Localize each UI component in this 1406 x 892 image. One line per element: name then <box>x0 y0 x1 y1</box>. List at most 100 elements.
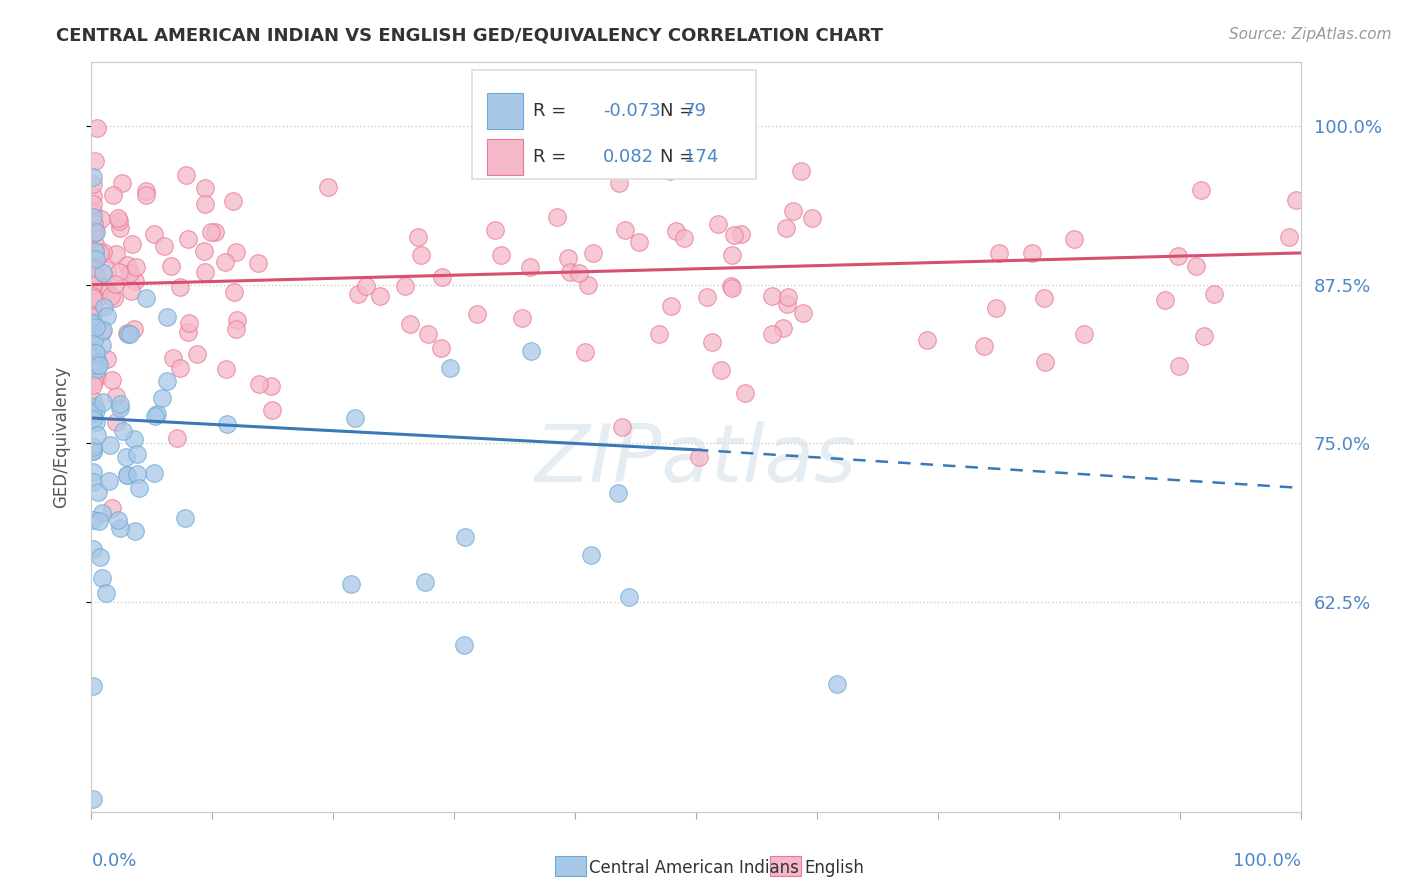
Point <box>225 244 247 259</box>
Text: 0.082: 0.082 <box>603 148 654 166</box>
Point <box>121 236 143 251</box>
Point <box>200 225 222 239</box>
Point <box>84 403 107 417</box>
Point <box>82 252 104 267</box>
Point <box>730 227 752 241</box>
Point <box>115 468 138 483</box>
Point <box>122 321 145 335</box>
Point <box>82 513 104 527</box>
Point <box>83 225 105 239</box>
Point <box>707 217 730 231</box>
Point <box>825 677 848 691</box>
Point <box>648 326 671 341</box>
Point <box>82 406 104 420</box>
Point <box>124 524 146 538</box>
Point <box>1189 183 1212 197</box>
Point <box>104 277 127 291</box>
Text: ZIPatlas: ZIPatlas <box>534 420 858 499</box>
Point <box>454 530 477 544</box>
Point <box>1278 230 1301 244</box>
Point <box>82 326 104 341</box>
Point <box>166 431 188 445</box>
Point <box>82 542 104 557</box>
Point <box>82 444 104 458</box>
Point <box>790 164 813 178</box>
Point <box>575 136 598 151</box>
Point <box>108 401 131 415</box>
Point <box>723 228 745 243</box>
Point <box>87 514 110 528</box>
Point <box>86 293 108 307</box>
Point <box>734 386 756 401</box>
Point <box>415 574 437 589</box>
Point <box>467 307 489 321</box>
Point <box>215 361 238 376</box>
Point <box>87 359 110 373</box>
Text: N =: N = <box>659 103 700 120</box>
Point <box>91 571 114 585</box>
Point <box>519 260 541 275</box>
Point <box>217 417 239 432</box>
Point <box>96 586 118 600</box>
Point <box>247 377 270 392</box>
Point <box>101 373 124 387</box>
Point <box>127 467 149 481</box>
Point <box>153 238 176 252</box>
Point <box>430 341 453 355</box>
Point <box>394 279 416 293</box>
Point <box>90 338 112 352</box>
Point <box>93 300 115 314</box>
Point <box>145 407 167 421</box>
Point <box>84 225 107 239</box>
Point <box>576 278 599 293</box>
Point <box>169 280 191 294</box>
Point <box>194 197 217 211</box>
Point <box>177 316 200 330</box>
Point <box>150 392 173 406</box>
Point <box>260 402 283 417</box>
Point <box>82 310 104 324</box>
Point <box>83 333 105 347</box>
Point <box>1153 293 1175 307</box>
Point <box>83 267 105 281</box>
Point <box>491 248 513 262</box>
Point <box>792 306 814 320</box>
Point <box>775 221 797 235</box>
Point <box>84 415 107 429</box>
Point <box>1285 193 1308 207</box>
Point <box>89 549 111 564</box>
Text: English: English <box>804 859 865 877</box>
Point <box>107 513 129 527</box>
Point <box>91 245 114 260</box>
Point <box>125 447 148 461</box>
Point <box>607 176 630 190</box>
Point <box>659 299 682 313</box>
Point <box>108 221 131 235</box>
Point <box>696 290 718 304</box>
Text: 174: 174 <box>683 148 718 166</box>
Point <box>612 420 634 434</box>
Point <box>82 319 104 334</box>
Point <box>1167 249 1189 263</box>
Point <box>82 440 104 454</box>
Point <box>87 484 110 499</box>
Point <box>124 432 146 446</box>
Point <box>103 291 125 305</box>
Point <box>174 511 197 525</box>
Point <box>340 576 363 591</box>
Point <box>82 411 104 425</box>
Point <box>721 281 744 295</box>
Text: Central American Indians: Central American Indians <box>589 859 799 877</box>
Point <box>484 223 506 237</box>
Point <box>82 317 104 331</box>
Point <box>1167 359 1189 373</box>
Point <box>82 178 104 192</box>
Point <box>193 244 215 258</box>
Point <box>672 231 695 245</box>
Point <box>89 245 111 260</box>
Point <box>439 360 461 375</box>
Point <box>225 313 247 327</box>
Point <box>108 397 131 411</box>
Point <box>430 270 453 285</box>
Text: N =: N = <box>659 148 700 166</box>
